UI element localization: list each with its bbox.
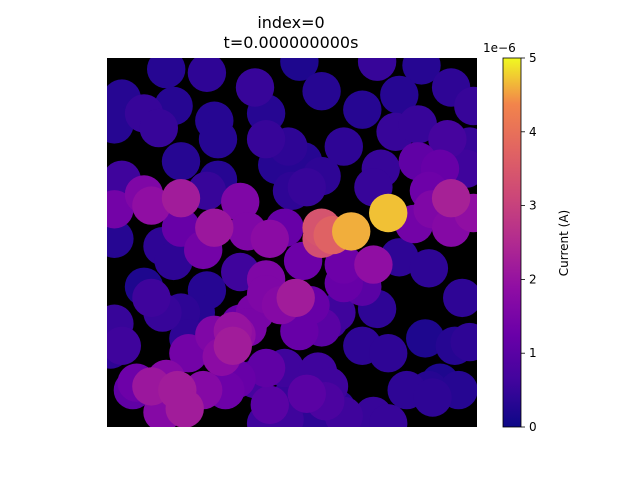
scatter-point [454,86,477,126]
scatter-point [428,120,467,159]
chart-subtitle: t=0.000000000s [224,33,359,52]
scatter-point [213,326,252,365]
scatter-point [302,72,341,111]
scatter-point [161,142,201,181]
chart-title: index=0 [257,13,324,32]
scatter-point [198,120,238,159]
scatter-point [450,322,477,362]
scatter-point [132,186,171,225]
colorbar-tick-label: 2 [529,272,537,286]
scatter-point [369,404,408,427]
colorbar-tick-label: 0 [529,420,537,434]
scatter-point [246,120,286,159]
scatter-point [324,127,363,166]
scatter-point [369,193,408,233]
scatter-point [443,278,477,318]
scatter-point [413,378,452,417]
scatter-point [406,319,445,358]
scatter-point [398,105,437,144]
colorbar-tick-label: 5 [529,51,537,65]
scatter-point [280,58,319,81]
scatter-point [107,219,134,258]
scatter-point [343,90,382,129]
colorbar-tick-label: 3 [529,199,537,213]
scatter-point [431,179,471,218]
scatter-point [287,168,326,207]
scatter-point [354,245,393,284]
colorbar-ticks: 0 1 2 3 4 5 [521,51,537,434]
scatter-point [402,58,441,85]
scatter-point [332,212,371,251]
scatter-point [107,326,141,365]
colorbar-tick-label: 4 [529,125,537,139]
scatter-point [250,219,289,258]
scatter-point [246,348,286,388]
colorbar [502,57,522,428]
scatter-point [235,68,275,107]
scatter-points [107,58,477,427]
colorbar-multiplier: 1e−6 [483,41,516,55]
scatter-point [324,245,363,284]
colorbar-tick-label: 1 [529,346,537,360]
scatter-point [250,385,289,425]
scatter-point [147,58,186,89]
scatter-point [154,241,193,281]
scatter-point [139,108,178,148]
scatter-point [161,179,201,218]
scatter-point [221,182,260,222]
scatter-point [276,278,315,318]
scatter-point [357,58,397,81]
scatter-point [287,374,326,413]
scatter-point [187,58,227,92]
scatter-point [409,249,449,288]
scatter-point [369,334,408,373]
colorbar-label: Current (A) [557,210,571,276]
scatter-point [195,208,234,247]
scatter-point [165,389,204,427]
scatter-point [380,75,419,115]
scatter-point [132,278,171,318]
